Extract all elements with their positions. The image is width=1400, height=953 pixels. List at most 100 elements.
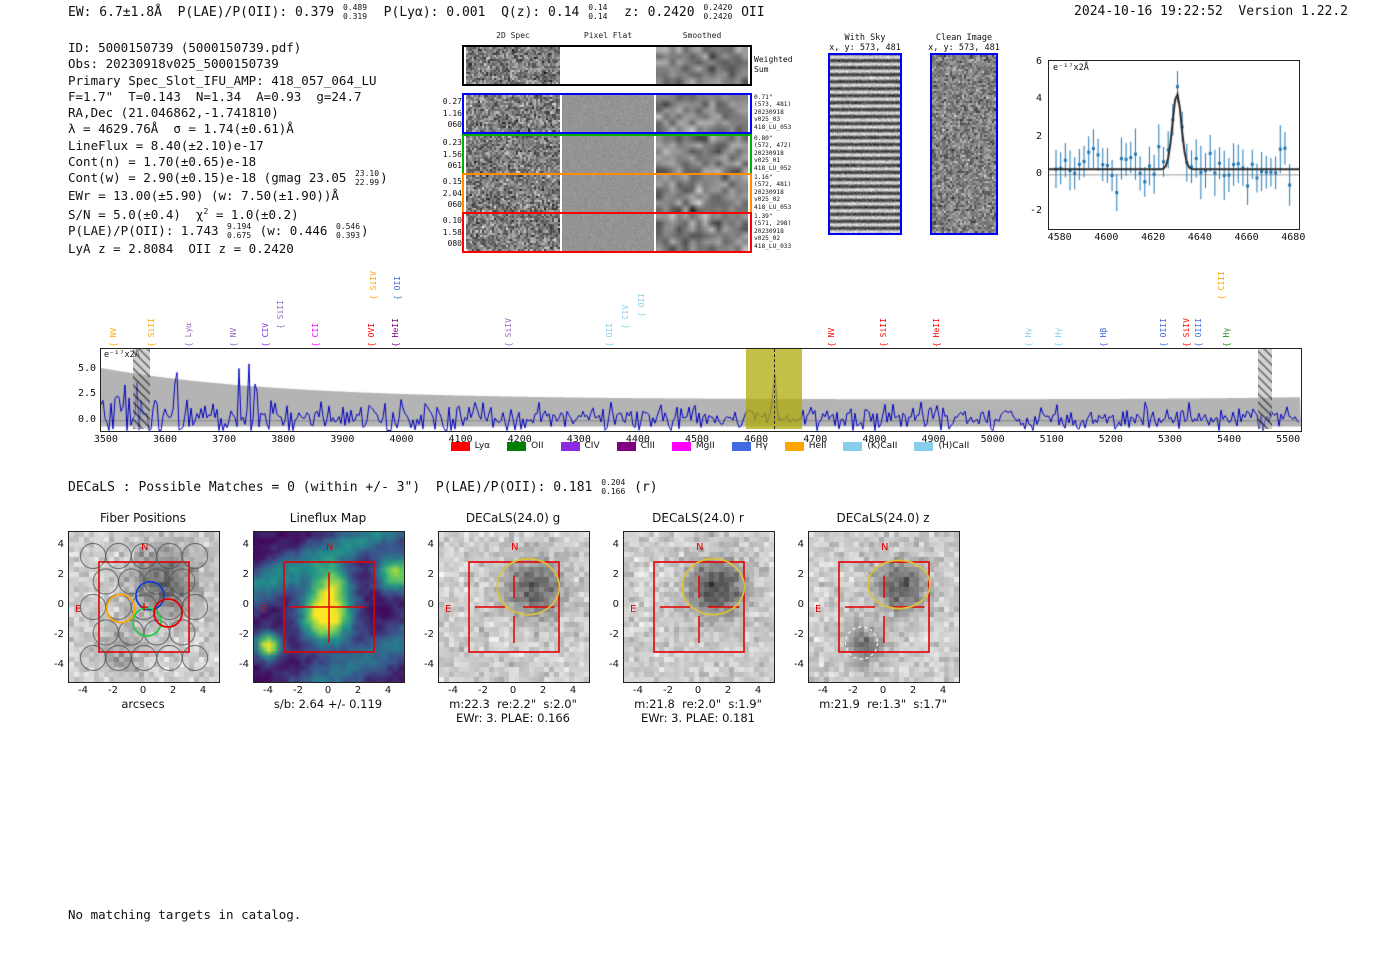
panel-xtick-label: -4 [263, 685, 273, 696]
text-segment: λ = 4629.76Å σ = 1.74(±0.61)Å [68, 121, 294, 137]
panel-xlabel-decals_r: m:21.8 re:2.0" s:1.9" [634, 697, 762, 711]
fit-xtick-label: 4640 [1187, 232, 1212, 243]
legend-item: Lyα [450, 441, 490, 451]
info-line: RA,Dec (21.046862,-1.741810) [68, 105, 388, 121]
2d-spec-image [466, 47, 560, 84]
panel-xtick-label: 4 [569, 685, 577, 696]
line-fit-canvas [1049, 61, 1299, 229]
cutout-right-labels: Weighted Sum [754, 55, 814, 75]
with-sky-frame [828, 53, 902, 235]
spectral-line-label: { OII [605, 322, 614, 347]
cutout-right-value: 0.80" [754, 135, 773, 142]
info-line: P(LAE)/P(OII): 1.743 9.194 0.675 (w: 0.44… [68, 223, 388, 240]
2d-spec-image [466, 175, 560, 212]
spectral-line-label: { SiII [878, 318, 888, 347]
panel-ytick-label: 0 [612, 599, 619, 610]
legend-swatch [843, 441, 863, 451]
panel-ytick-label: -2 [54, 629, 64, 640]
text-segment: Cont(n) = 1.70(±0.65)e-18 [68, 154, 257, 170]
spectral-line-label: { Hγ [1024, 327, 1034, 347]
catalog-note-line1: No matching targets in catalog. [68, 907, 302, 922]
spectral-line-label: { OIII [1158, 318, 1168, 347]
fit-xtick-label: 4620 [1141, 232, 1166, 243]
text-segment: (r) [626, 480, 658, 496]
text-segment: Primary Spec_Slot_IFU_AMP: 418_057_064_L… [68, 72, 377, 88]
spectrum-xtick-label: 3700 [212, 434, 237, 445]
panel-image-decals_g [439, 532, 589, 682]
text-segment: ) [380, 170, 388, 186]
stacked-uncertainty: 0.204 0.166 [601, 478, 626, 496]
cutout-left-value: 060 [447, 120, 462, 129]
spectrum-xtick-label: 4700 [803, 434, 828, 445]
spectral-line-label: { SiII [275, 300, 285, 329]
panel-xtick-label: 4 [939, 685, 947, 696]
text-segment: z: 0.2420 [608, 5, 703, 21]
panel-image-decals_r [624, 532, 774, 682]
text-segment: EWr = 13.00(±5.90) (w: 7.50(±1.90))Å [68, 187, 339, 203]
svg-text:N: N [326, 542, 333, 553]
fit-xtick-label: 4600 [1094, 232, 1119, 243]
panel-xtick-label: -4 [78, 685, 88, 696]
2d-spec-image [466, 136, 560, 173]
cutout-right-value: 418_LU_053 [754, 123, 792, 131]
smoothed-image [656, 136, 748, 173]
panel-ytick-label: 2 [797, 569, 804, 580]
spectrum-xtick-label: 5200 [1098, 434, 1123, 445]
cutout-right-value: 418_LU_052 [754, 164, 792, 172]
stacked-uncertainty: 9.194 0.675 [227, 223, 251, 240]
panel-ytick-label: -4 [424, 659, 434, 670]
panel-ytick-label: 4 [57, 539, 64, 550]
cutout-right-value: 1.16" [754, 174, 773, 181]
spectral-line-label: { HeII [931, 318, 941, 347]
cutout-left-value: 061 [447, 161, 462, 170]
timestamp-version: 2024-10-16 19:22:52 Version 1.22.2 [1000, 4, 1348, 19]
panel-title-decals_r: DECaLS(24.0) r [652, 511, 744, 525]
text-segment: OII [733, 5, 765, 21]
panel-ytick-label: 0 [57, 599, 64, 610]
legend-item: (K)CaII [843, 441, 897, 451]
panel-ytick-label: -2 [424, 629, 434, 640]
clean-image-coords: x, y: 573, 481 [928, 43, 1000, 53]
spectral-line-label: { SiII [146, 318, 156, 347]
legend-swatch [616, 441, 636, 451]
cutout-left-value: 0.15 [442, 177, 462, 186]
2d-spec-image [466, 214, 560, 251]
cutout-row-border [462, 93, 752, 134]
upper-value: 0.2420 [703, 3, 733, 12]
spectral-line-label: { CIV [260, 322, 270, 347]
cutout-right-labels: 1.39" (571, 298) 20230918 v025_02 418_LU_033 [754, 213, 814, 250]
spectrum-xtick-label: 4400 [625, 434, 650, 445]
legend-label: CIII [640, 441, 655, 451]
panel-ytick-label: 0 [427, 599, 434, 610]
spectrum-xtick-label: 4300 [566, 434, 591, 445]
lower-value: 22.99 [354, 178, 380, 187]
version-label: Version 1.22.2 [1238, 4, 1348, 19]
upper-value: 0.204 [601, 478, 626, 487]
cutout-right-value: (571, 298) [754, 220, 792, 228]
panel-xlabel-decals_g: m:22.3 re:2.2" s:2.0" [449, 697, 577, 711]
lower-value: 0.14 [588, 11, 608, 21]
text-segment: = 1.0(±0.2) [208, 207, 299, 223]
cutout-left-value: 1.58 [442, 227, 462, 237]
legend-item: OII [507, 441, 544, 451]
full-spectrum-plot [100, 348, 1302, 432]
col-header-smoothed: Smoothed [682, 31, 722, 40]
text-segment: ID: 5000150739 (5000150739.pdf) [68, 40, 302, 55]
panel-ytick-label: -4 [794, 659, 804, 670]
with-sky-coords: x, y: 573, 481 [829, 43, 901, 53]
spectral-line-label: { CIII [1216, 271, 1226, 300]
panel-xtick-label: 4 [384, 685, 392, 696]
cutout-right-value: Sum [754, 65, 769, 74]
legend-label: HeII [808, 441, 827, 451]
text-segment: ) [361, 223, 369, 239]
panel-xtick-label: 0 [139, 685, 147, 696]
legend-swatch [671, 441, 691, 451]
cutout-right-labels: 0.71" (573, 481) 20230918 v025_03 418_LU_053 [754, 94, 814, 131]
spectrum-xtick-label: 3500 [93, 434, 118, 445]
summary-header: EW: 6.7±1.8Å P(LAE)/P(OII): 0.379 0.489 0… [68, 3, 765, 21]
cutout-right-value: 20230918 [754, 188, 784, 196]
panel-xtick-label: 2 [354, 685, 362, 696]
